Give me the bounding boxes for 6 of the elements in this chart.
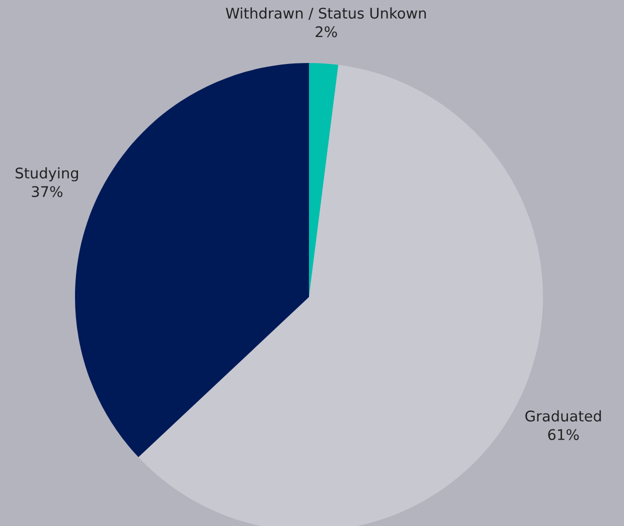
data-label: 2%: [316, 26, 337, 38]
data-label: 37%: [32, 186, 62, 198]
slice-label: Graduated: [525, 410, 601, 422]
slice-label: Studying: [16, 167, 78, 182]
data-label: 61%: [548, 429, 579, 440]
slice-label: Withdrawn / Status Unkown: [226, 7, 426, 20]
